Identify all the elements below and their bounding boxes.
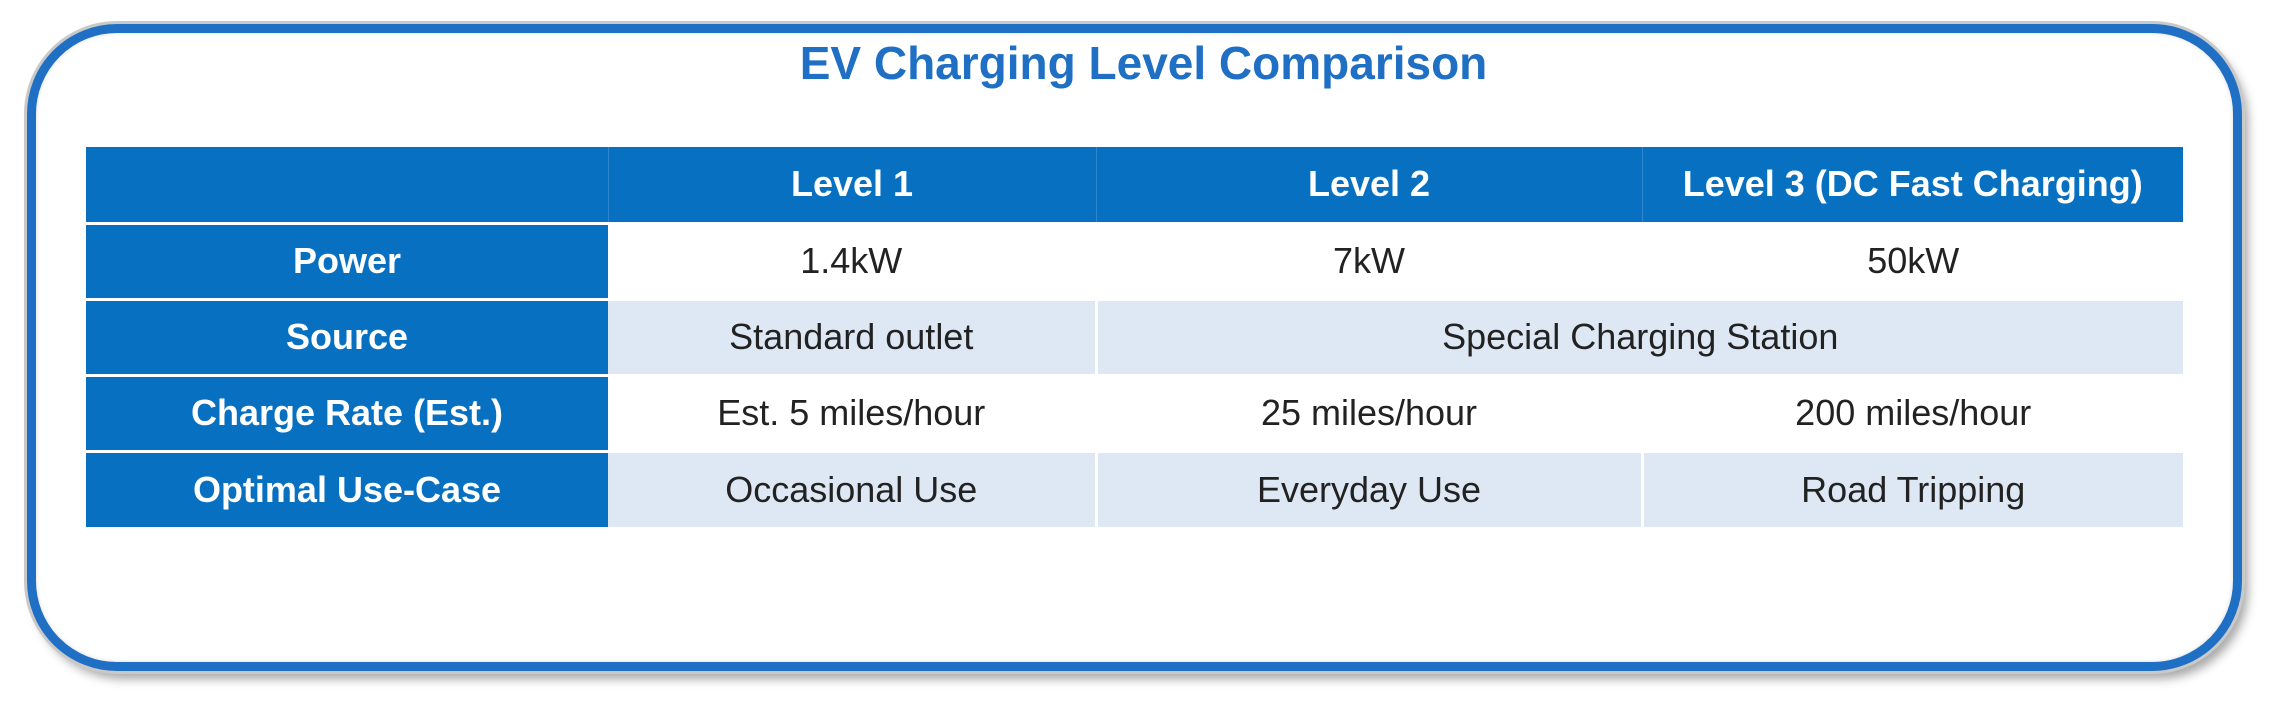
table-cell: Road Tripping <box>1640 449 2183 527</box>
table-cell: Standard outlet <box>608 297 1096 375</box>
column-header-level-3: Level 3 (DC Fast Charging) <box>1641 147 2183 223</box>
row-header-charge-rate: Charge Rate (Est.) <box>86 373 608 451</box>
row-header-optimal-use-case: Optimal Use-Case <box>86 449 608 527</box>
column-header-level-1: Level 1 <box>607 147 1096 223</box>
table-row: Charge Rate (Est.) Est. 5 miles/hour 25 … <box>86 373 2183 451</box>
page-title: EV Charging Level Comparison <box>799 37 1488 89</box>
table-cell: Special Charging Station <box>1094 297 2183 375</box>
column-header-level-2: Level 2 <box>1095 147 1642 223</box>
table-cell: 1.4kW <box>608 221 1096 299</box>
table-cell: Est. 5 miles/hour <box>608 373 1096 451</box>
table-cell: 50kW <box>1640 221 2183 299</box>
table-row: Source Standard outlet Special Charging … <box>86 297 2183 375</box>
table-row: Optimal Use-Case Occasional Use Everyday… <box>86 449 2183 527</box>
table-cell: Occasional Use <box>608 449 1096 527</box>
table-header-row: Level 1 Level 2 Level 3 (DC Fast Chargin… <box>86 147 2183 223</box>
comparison-table: Level 1 Level 2 Level 3 (DC Fast Chargin… <box>86 147 2183 527</box>
row-header-source: Source <box>86 297 608 375</box>
column-header-empty <box>86 147 608 223</box>
table-cell: Everyday Use <box>1094 449 1642 527</box>
table-cell: 200 miles/hour <box>1640 373 2183 451</box>
table-row: Power 1.4kW 7kW 50kW <box>86 221 2183 299</box>
table-cell: 7kW <box>1094 221 1642 299</box>
table-cell: 25 miles/hour <box>1094 373 1642 451</box>
row-header-power: Power <box>86 221 608 299</box>
